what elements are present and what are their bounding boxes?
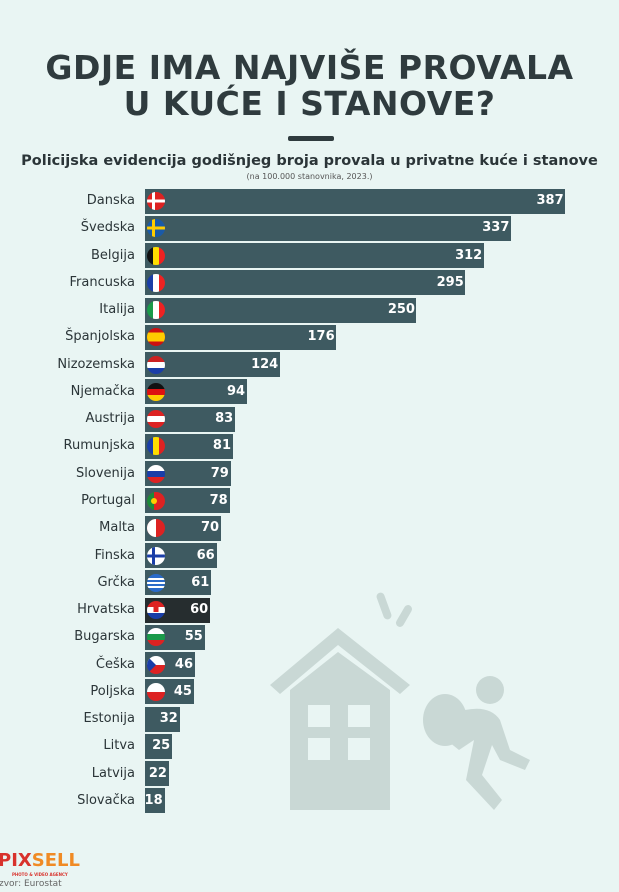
flag-pt-icon	[147, 491, 165, 510]
category-label: Španjolska	[65, 329, 135, 345]
category-label: Finska	[94, 547, 135, 563]
bar-latvija	[145, 761, 169, 787]
flag-fr-icon	[147, 273, 165, 292]
category-label: Rumunjska	[63, 438, 135, 454]
house-burglar-illustration	[270, 592, 530, 810]
value-label: 25	[152, 738, 171, 754]
value-label: 55	[184, 629, 203, 645]
flag-mt-icon	[147, 519, 165, 538]
value-label: 387	[536, 193, 564, 208]
category-label: Češka	[95, 656, 135, 672]
value-label: 337	[482, 220, 510, 236]
value-label: 18	[144, 792, 163, 808]
flag-de-icon	[147, 382, 165, 401]
category-label: Danska	[86, 193, 135, 208]
category-label: Švedska	[80, 220, 135, 236]
value-label: 94	[227, 383, 246, 399]
value-label: 83	[215, 411, 234, 427]
bar-švedska	[145, 215, 511, 241]
value-label: 81	[212, 438, 231, 454]
flag-fi-icon	[147, 546, 165, 565]
category-label: Slovenija	[76, 465, 135, 481]
bar-italija	[145, 297, 417, 323]
flag-nl-icon	[147, 355, 165, 374]
value-label: 46	[174, 656, 194, 672]
value-label: 70	[200, 520, 220, 536]
category-label: Malta	[99, 520, 135, 536]
bar-francuska	[145, 270, 466, 296]
logo-text-a: PIX	[0, 850, 32, 871]
flag-es-icon	[147, 328, 165, 347]
value-label: 176	[307, 329, 335, 345]
bar-slovačka	[145, 788, 165, 814]
bar-belgija	[145, 243, 484, 269]
pixsell-logo: PIXSELL	[0, 851, 80, 871]
category-label: Bugarska	[74, 629, 135, 645]
flag-ro-icon	[147, 437, 165, 456]
value-label: 60	[190, 602, 209, 618]
category-label: Slovačka	[77, 792, 135, 808]
value-label: 78	[209, 492, 228, 508]
value-label: 312	[455, 247, 483, 263]
value-label: 250	[387, 302, 415, 318]
chart-title: Policijska evidencija godišnjeg broja pr…	[21, 153, 598, 169]
flag-dk-icon	[147, 192, 165, 210]
flag-gr-icon	[147, 573, 165, 592]
category-label: Nizozemska	[57, 356, 135, 372]
flag-it-icon	[147, 301, 165, 320]
bar-danska	[145, 188, 565, 214]
title-line-2: U KUĆE I STANOVE?	[123, 84, 496, 123]
category-label: Portugal	[81, 492, 135, 508]
logo-tagline: PHOTO & VIDEO AGENCY	[12, 872, 68, 877]
category-label: Hrvatska	[77, 602, 135, 618]
flag-se-icon	[147, 219, 165, 238]
source-note: zvor: Eurostat	[0, 879, 62, 889]
flag-si-icon	[147, 464, 165, 483]
category-label: Grčka	[97, 574, 135, 590]
value-label: 66	[196, 547, 215, 563]
flag-at-icon	[147, 410, 165, 429]
bar-litva	[145, 733, 173, 759]
category-label: Litva	[103, 738, 135, 754]
value-label: 295	[436, 274, 464, 290]
category-label: Francuska	[69, 274, 135, 290]
category-label: Italija	[99, 302, 135, 318]
category-label: Belgija	[91, 247, 135, 263]
value-label: 32	[159, 711, 178, 727]
bar-španjolska	[145, 324, 336, 350]
flag-cz-icon	[147, 655, 165, 674]
flag-hr-icon	[147, 601, 165, 620]
flag-bg-icon	[147, 628, 165, 647]
chart-subtitle: (na 100.000 stanovnika, 2023.)	[246, 172, 373, 181]
flag-pl-icon	[147, 682, 165, 701]
value-label: 22	[148, 765, 167, 781]
category-label: Latvija	[91, 765, 135, 781]
bar-nizozemska	[145, 352, 280, 378]
value-label: 79	[210, 465, 229, 481]
category-label: Austrija	[85, 411, 135, 427]
category-label: Poljska	[90, 683, 135, 699]
divider	[288, 136, 334, 141]
bar-estonija	[145, 706, 180, 732]
category-label: Njemačka	[70, 383, 135, 399]
value-label: 124	[251, 356, 279, 372]
value-label: 61	[191, 574, 210, 590]
title-line-1: GDJE IMA NAJVIŠE PROVALA	[45, 48, 574, 87]
category-label: Estonija	[83, 711, 135, 727]
logo-text-b: SELL	[31, 850, 80, 871]
flag-be-icon	[147, 246, 165, 265]
value-label: 45	[173, 683, 192, 699]
